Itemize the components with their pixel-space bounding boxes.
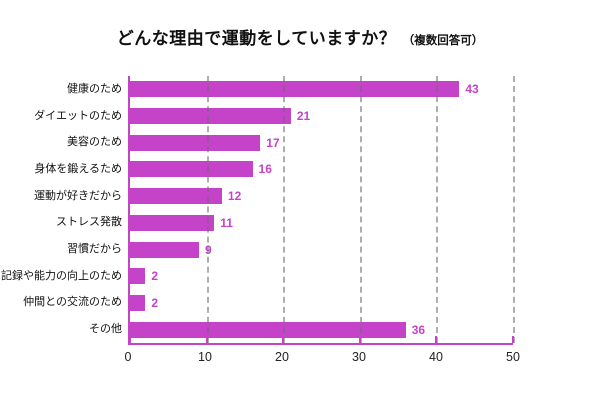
- bar-row: 習慣だから 9: [67, 236, 513, 263]
- axis-tick: [435, 336, 438, 343]
- bar: [130, 268, 146, 285]
- category-label: 仲間との交流のため: [23, 296, 122, 309]
- bar: [130, 241, 199, 258]
- bar-row: 健康のため 43: [67, 76, 513, 103]
- axis-tick: [205, 336, 208, 343]
- value-label: 43: [465, 82, 479, 97]
- chart-title-note: （複数回答可）: [402, 35, 484, 47]
- bar-row: ダイエットのため 21: [34, 103, 513, 130]
- value-label: 16: [258, 162, 272, 177]
- plot-area: 健康のため 43 ダイエットのため 21 美容のため 17 身体を鍛えるため 16 運動が好きだ…: [1, 76, 515, 345]
- value-label: 11: [220, 215, 233, 230]
- x-tick-label: 10: [198, 350, 212, 364]
- bar: [130, 81, 460, 98]
- axis-tick: [512, 336, 514, 343]
- bar: [130, 161, 253, 178]
- value-label: 12: [227, 189, 242, 204]
- category-label: 身体を鍛えるため: [34, 162, 122, 175]
- category-label: 運動が好きだから: [34, 189, 122, 202]
- x-tick-label: 0: [124, 350, 132, 364]
- bar-row: その他 36: [89, 316, 513, 343]
- x-axis-tick-labels: 0 10 20 30 40 50: [124, 350, 520, 367]
- category-label: ダイエットのため: [34, 109, 122, 122]
- category-label: 健康のため: [67, 82, 122, 95]
- bar: [130, 134, 261, 151]
- bar-row: 仲間との交流のため 2: [23, 290, 513, 317]
- value-label: 2: [151, 269, 158, 284]
- gridline: [513, 76, 515, 343]
- x-tick-label: 20: [275, 350, 289, 364]
- bar-row: 身体を鍛えるため 16: [34, 156, 513, 183]
- chart-title-main: どんな理由で運動をしていますか？: [116, 29, 397, 48]
- value-label: 36: [411, 322, 426, 337]
- gridline: [283, 76, 286, 343]
- value-label: 21: [296, 109, 311, 124]
- category-label: 記録や能力の向上のため: [1, 269, 122, 282]
- bar: [130, 321, 406, 338]
- axis-tick: [129, 336, 131, 343]
- axis-tick: [282, 336, 285, 343]
- category-label: その他: [89, 323, 122, 336]
- value-label: 2: [151, 295, 158, 310]
- bar-row: 美容のため 17: [67, 129, 513, 156]
- x-tick-label: 30: [352, 350, 366, 364]
- bar-row: 記録や能力の向上のため 2: [1, 263, 513, 290]
- chart-title: どんな理由で運動をしていますか？ （複数回答可）: [0, 24, 600, 49]
- gridline: [359, 76, 362, 343]
- category-label: 美容のため: [67, 136, 122, 149]
- category-label: 習慣だから: [67, 243, 122, 256]
- bar: [130, 214, 215, 231]
- gridline: [436, 76, 439, 343]
- bar: [130, 108, 291, 125]
- gridline: [206, 76, 209, 343]
- bar-row: ストレス発散 11: [56, 210, 513, 237]
- category-label: ストレス発散: [56, 216, 122, 229]
- x-tick-label: 50: [506, 350, 520, 364]
- bar-row: 運動が好きだから 12: [34, 183, 513, 210]
- x-tick-label: 40: [429, 350, 443, 364]
- value-label: 17: [266, 135, 280, 150]
- bar-rows: 健康のため 43 ダイエットのため 21 美容のため 17 身体を鍛えるため 16 運動が好きだ…: [1, 76, 513, 343]
- bar: [130, 294, 146, 311]
- axis-tick: [358, 336, 361, 343]
- bar: [130, 188, 222, 205]
